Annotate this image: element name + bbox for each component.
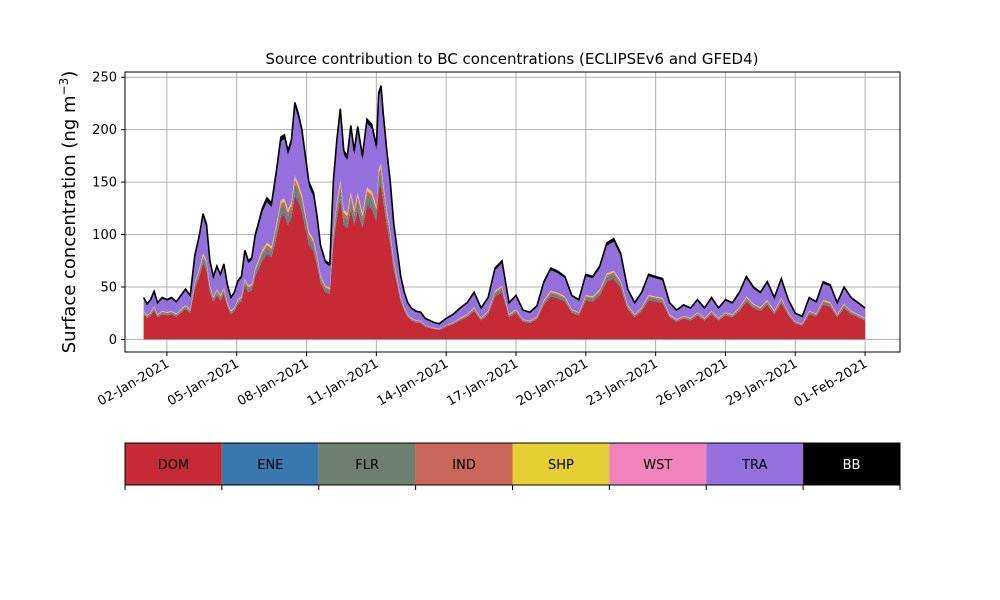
x-tick-label: 26-Jan-2021 <box>654 356 731 409</box>
y-tick-label: 100 <box>92 228 117 243</box>
x-tick-label: 23-Jan-2021 <box>584 356 661 409</box>
legend-swatch-ene <box>221 443 319 485</box>
y-tick-label: 200 <box>92 123 117 138</box>
area-ind <box>143 167 866 330</box>
legend-swatch-tra <box>706 443 804 485</box>
legend-label-dom: DOM <box>158 458 189 473</box>
x-tick-label: 17-Jan-2021 <box>444 356 521 409</box>
area-flr <box>143 172 866 330</box>
grid-lines <box>125 72 900 352</box>
legend-swatch-flr <box>318 443 416 485</box>
legend-label-flr: FLR <box>355 458 379 473</box>
area-tra <box>143 89 866 329</box>
x-tick-label: 11-Jan-2021 <box>305 356 382 409</box>
y-tick-label: 50 <box>100 280 117 295</box>
legend-label-bb: BB <box>843 458 861 473</box>
y-tick-label: 150 <box>92 176 117 191</box>
area-ene <box>143 181 866 330</box>
legend-colorbar: DOM ENE FLR IND SHP WST TRA BB <box>124 442 901 490</box>
area-shp <box>143 165 866 329</box>
total-line <box>142 85 866 325</box>
chart-title: Source contribution to BC concentrations… <box>265 50 758 68</box>
legend-swatch-shp <box>512 443 610 485</box>
legend-label-ind: IND <box>452 458 476 473</box>
area-dom <box>143 184 866 340</box>
y-tick-label: 0 <box>109 333 117 348</box>
legend-swatch-dom <box>125 443 222 485</box>
x-tick-label: 02-Jan-2021 <box>95 356 172 409</box>
legend-label-wst: WST <box>643 458 672 473</box>
legend-label-ene: ENE <box>257 458 283 473</box>
legend-label-shp: SHP <box>548 458 574 473</box>
x-tick-label: 14-Jan-2021 <box>375 356 452 409</box>
legend-swatch-ind <box>415 443 513 485</box>
legend-label-tra: TRA <box>741 458 767 473</box>
x-tick-label: 20-Jan-2021 <box>514 356 591 409</box>
axes: 0 50 100 150 200 250 02-Jan-202105-Jan-202108-… <box>92 71 901 410</box>
x-tick-label: 05-Jan-2021 <box>165 356 242 409</box>
y-axis-label: Surface concentration (ng m−3) <box>57 71 80 354</box>
legend-swatch-bb <box>803 443 900 485</box>
legend-swatch-wst <box>609 443 707 485</box>
x-tick-label: 29-Jan-2021 <box>724 356 801 409</box>
plot-frame <box>124 71 901 353</box>
stacked-area-layers <box>142 85 866 340</box>
y-tick-label: 250 <box>92 71 117 86</box>
x-tick-label: 01-Feb-2021 <box>792 356 871 410</box>
x-tick-label: 08-Jan-2021 <box>235 356 312 409</box>
